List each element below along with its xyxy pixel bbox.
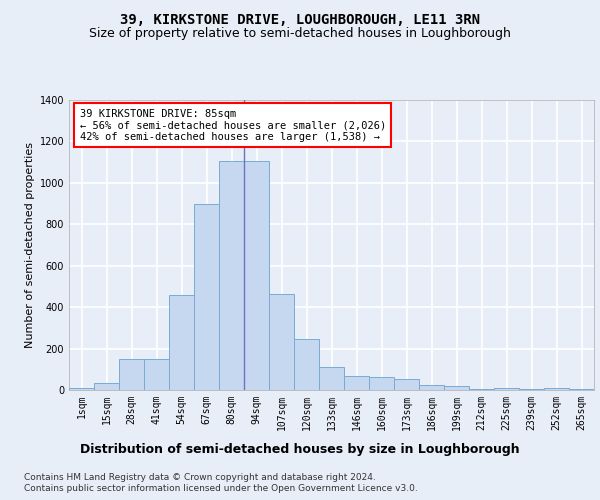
Bar [369, 376, 394, 390]
Text: Contains public sector information licensed under the Open Government Licence v3: Contains public sector information licen… [24, 484, 418, 493]
Bar [244, 161, 269, 390]
Bar [144, 359, 169, 390]
Bar [194, 204, 219, 390]
Bar [444, 386, 469, 390]
Bar [294, 339, 319, 390]
Bar [569, 389, 594, 390]
Bar [269, 294, 294, 390]
Bar [394, 378, 419, 390]
Bar [494, 388, 519, 390]
Text: Contains HM Land Registry data © Crown copyright and database right 2024.: Contains HM Land Registry data © Crown c… [24, 472, 376, 482]
Bar [69, 388, 94, 390]
Bar [519, 389, 544, 390]
Bar [544, 388, 569, 390]
Bar [419, 385, 444, 390]
Bar [119, 359, 144, 390]
Text: Size of property relative to semi-detached houses in Loughborough: Size of property relative to semi-detach… [89, 28, 511, 40]
Text: Distribution of semi-detached houses by size in Loughborough: Distribution of semi-detached houses by … [80, 442, 520, 456]
Bar [219, 161, 244, 390]
Bar [344, 376, 369, 390]
Bar [319, 367, 344, 390]
Bar [94, 383, 119, 390]
Y-axis label: Number of semi-detached properties: Number of semi-detached properties [25, 142, 35, 348]
Bar [169, 294, 194, 390]
Text: 39 KIRKSTONE DRIVE: 85sqm
← 56% of semi-detached houses are smaller (2,026)
42% : 39 KIRKSTONE DRIVE: 85sqm ← 56% of semi-… [79, 108, 386, 142]
Bar [469, 389, 494, 390]
Text: 39, KIRKSTONE DRIVE, LOUGHBOROUGH, LE11 3RN: 39, KIRKSTONE DRIVE, LOUGHBOROUGH, LE11 … [120, 12, 480, 26]
